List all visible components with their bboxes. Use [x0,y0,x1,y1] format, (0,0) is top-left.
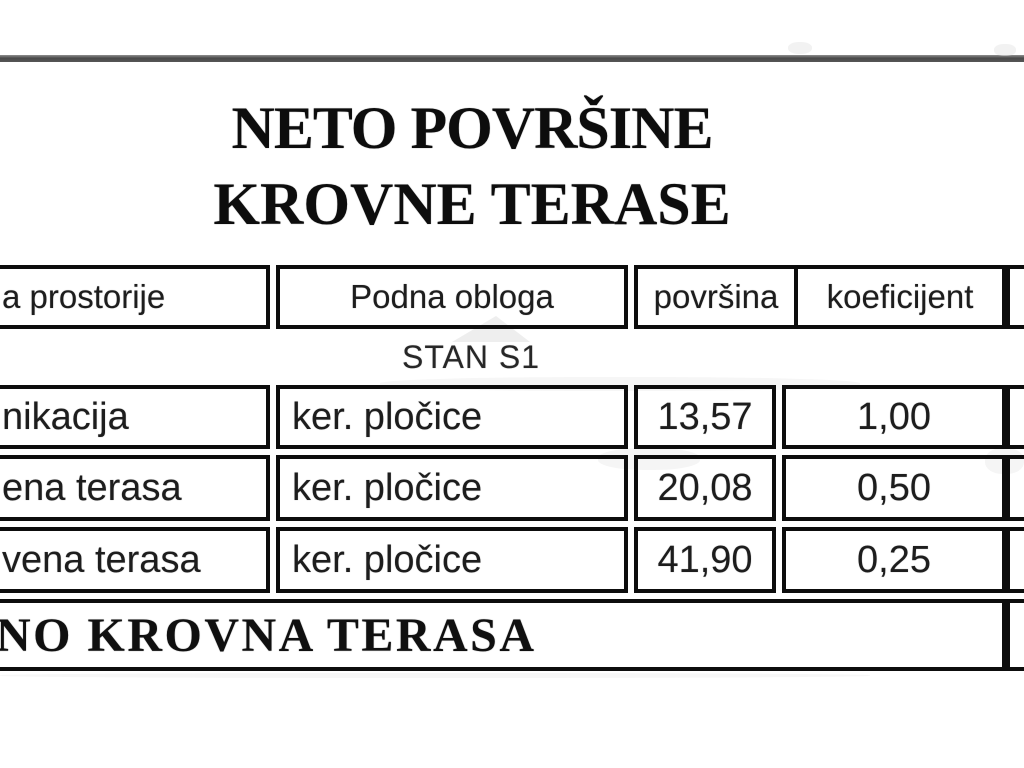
areas-table: a prostorije Podna obloga površina koefi… [0,265,1024,671]
row-coefficient-cell: 1,00 [782,385,1006,449]
row-flooring-cell: ker. pločice [276,455,628,521]
section-row-label: STAN S1 [402,338,540,375]
total-spacer-cell [1006,599,1024,671]
row-coefficient-cell: 0,50 [782,455,1006,521]
watermark-smudge [0,673,870,678]
column-header-name: a prostorije [0,265,270,329]
row-coefficient-cell: 0,25 [782,527,1006,593]
doc-title-line2: KROVNE TERASE [213,171,731,237]
row-spacer-cell [1006,527,1024,593]
top-divider-bar [0,55,1024,62]
watermark-smudge [452,316,530,342]
row-area-cell: 13,57 [634,385,776,449]
column-header-area: površina [634,265,798,329]
row-spacer-cell [1006,455,1024,521]
column-header-flooring: Podna obloga [276,265,628,329]
row-name-cell: nikacija [0,385,270,449]
watermark-smudge [994,44,1016,56]
doc-title-line1: NETO POVRŠINE [231,95,713,161]
column-header-coefficient: koeficijent [794,265,1006,329]
row-area-cell: 41,90 [634,527,776,593]
section-row-spacer [1012,335,1024,379]
row-name-cell: ena terasa [0,455,270,521]
row-spacer-cell [1006,385,1024,449]
watermark-smudge [598,448,700,470]
column-header-spacer [1006,265,1024,329]
total-row-label: NO KROVNA TERASA [0,599,1006,671]
watermark-smudge [788,42,812,54]
row-name-cell: vena terasa [0,527,270,593]
row-flooring-cell: ker. pločice [276,385,628,449]
row-area-cell: 20,08 [634,455,776,521]
row-flooring-cell: ker. pločice [276,527,628,593]
